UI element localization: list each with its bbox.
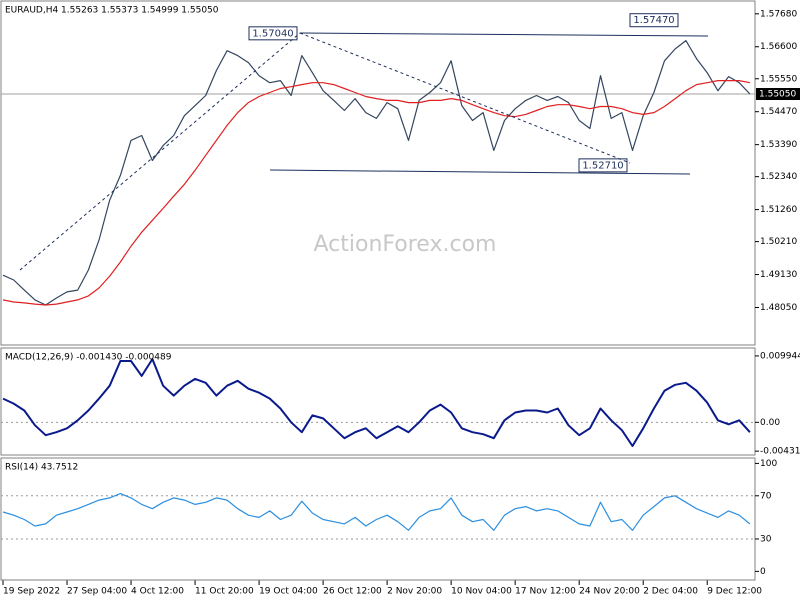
support-line xyxy=(269,169,691,175)
y-tick-label: 70 xyxy=(760,491,772,501)
trend-line xyxy=(19,32,301,271)
series-line xyxy=(2,358,751,447)
x-tick-label: 19 Oct 04:00 xyxy=(259,587,318,597)
x-tick-label: 27 Sep 04:00 xyxy=(67,587,127,597)
resistance-line xyxy=(299,32,709,37)
panel-frame xyxy=(0,347,756,456)
x-tick-label: 11 Oct 20:00 xyxy=(195,587,254,597)
y-tick-label: 1.52340 xyxy=(760,172,797,182)
y-tick-label: 30 xyxy=(760,534,772,544)
y-tick-label: 0.00 xyxy=(760,418,780,428)
annotation-box xyxy=(248,26,298,41)
x-tick-label: 2 Dec 04:00 xyxy=(643,587,698,597)
y-tick-label: 1.49130 xyxy=(760,270,797,280)
x-tick-label: 9 Dec 12:00 xyxy=(707,587,762,597)
panel-title: MACD(12,26,9) -0.001430 -0.000489 xyxy=(5,353,172,363)
x-tick-label: 17 Nov 12:00 xyxy=(515,587,576,597)
y-tick-label: 1.55550 xyxy=(760,74,797,84)
annotation-box xyxy=(578,158,628,173)
x-tick-label: 2 Nov 20:00 xyxy=(387,587,442,597)
trend-lines xyxy=(19,32,709,271)
x-tick-label: 4 Oct 12:00 xyxy=(131,587,184,597)
last-price-box xyxy=(756,88,800,101)
annotation-label: 1.52710 xyxy=(582,160,623,171)
y-tick-label: 100 xyxy=(760,459,777,469)
y-tick-label: -0.004313 xyxy=(760,447,800,457)
x-tick-label: 26 Oct 12:00 xyxy=(323,587,382,597)
y-tick-label: 1.56600 xyxy=(760,42,797,52)
y-tick-label: 1.54470 xyxy=(760,107,797,117)
trend-line xyxy=(299,32,631,164)
y-tick-label: 1.48050 xyxy=(760,303,797,313)
panel-title: EURAUD,H4 1.55263 1.55373 1.54999 1.5505… xyxy=(5,6,219,16)
panel-frame xyxy=(0,0,756,346)
y-tick-label: 0.009944 xyxy=(760,351,800,361)
y-tick-label: 1.50210 xyxy=(760,237,797,247)
annotation-label: 1.57040 xyxy=(252,28,293,39)
y-tick-label: 0 xyxy=(760,567,766,577)
x-tick-label: 10 Nov 04:00 xyxy=(451,587,512,597)
series-line xyxy=(2,80,751,306)
x-tick-label: 24 Nov 20:00 xyxy=(579,587,640,597)
y-tick-label: 1.57680 xyxy=(760,9,797,19)
y-tick-label: 1.53390 xyxy=(760,140,797,150)
annotation-box xyxy=(629,13,679,28)
watermark: ActionForex.com xyxy=(314,232,497,257)
panel-title: RSI(14) 43.7512 xyxy=(5,463,78,473)
y-tick-label: 1.51260 xyxy=(760,205,797,215)
series-line xyxy=(2,493,751,531)
annotation-label: 1.57470 xyxy=(633,15,674,26)
x-tick-label: 19 Sep 2022 xyxy=(3,587,60,597)
series-line xyxy=(2,40,751,306)
last-price-label: 1.55050 xyxy=(759,90,796,100)
